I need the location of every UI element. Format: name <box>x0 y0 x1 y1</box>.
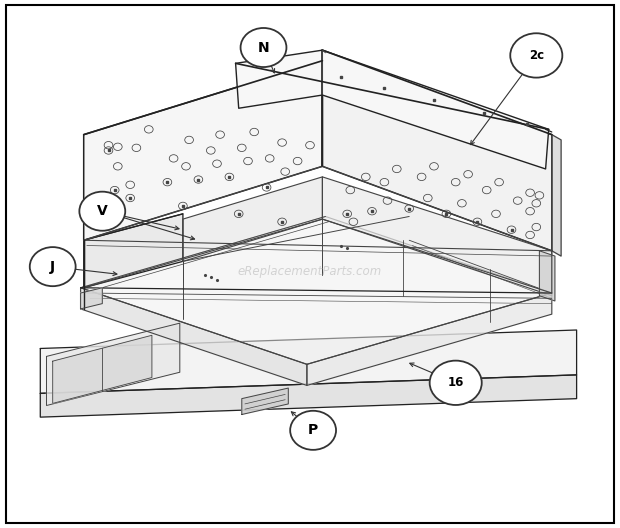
Text: J: J <box>50 260 55 274</box>
Circle shape <box>30 247 76 286</box>
Polygon shape <box>539 251 555 301</box>
Polygon shape <box>81 288 102 309</box>
Polygon shape <box>81 288 307 385</box>
Polygon shape <box>84 214 183 288</box>
Polygon shape <box>242 388 288 414</box>
Polygon shape <box>322 50 552 251</box>
Polygon shape <box>40 375 577 417</box>
Text: 2c: 2c <box>529 49 544 62</box>
Text: N: N <box>258 41 269 54</box>
Polygon shape <box>236 50 549 169</box>
Text: eReplacementParts.com: eReplacementParts.com <box>238 266 382 278</box>
Polygon shape <box>46 323 180 406</box>
Polygon shape <box>307 293 552 385</box>
Circle shape <box>79 192 125 231</box>
Polygon shape <box>53 335 152 403</box>
Polygon shape <box>84 61 322 240</box>
Text: 16: 16 <box>448 376 464 389</box>
Polygon shape <box>322 177 552 296</box>
Circle shape <box>241 28 286 67</box>
Polygon shape <box>40 330 577 393</box>
Circle shape <box>510 33 562 78</box>
Circle shape <box>290 411 336 450</box>
Polygon shape <box>552 135 561 256</box>
Text: V: V <box>97 204 108 218</box>
Text: P: P <box>308 423 318 437</box>
Polygon shape <box>81 216 552 364</box>
Polygon shape <box>183 177 322 261</box>
Circle shape <box>430 361 482 405</box>
